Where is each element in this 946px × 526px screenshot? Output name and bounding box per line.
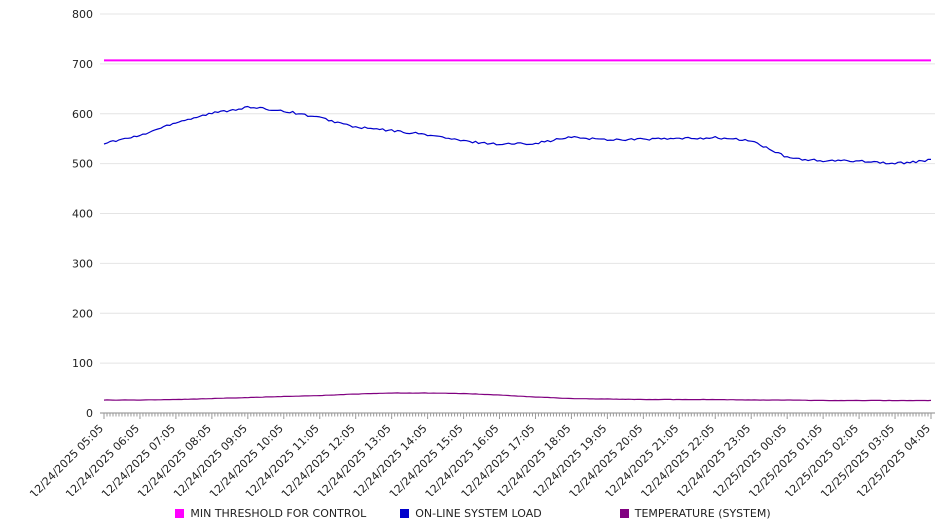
- legend-item-temperature: TEMPERATURE (SYSTEM): [619, 507, 771, 520]
- legend-label-min-threshold: MIN THRESHOLD FOR CONTROL: [190, 507, 367, 520]
- gridlines: [100, 13, 935, 414]
- legend-swatch-min-threshold-icon: [175, 509, 185, 518]
- svg-text:700: 700: [72, 58, 93, 71]
- legend-swatch-system-load-icon: [400, 509, 410, 518]
- svg-text:300: 300: [72, 257, 93, 270]
- svg-text:0: 0: [86, 407, 93, 420]
- svg-text:12/24/2025 05:05: 12/24/2025 05:05: [27, 422, 106, 496]
- x-axis-ticks: [103, 413, 932, 419]
- legend-swatch-temperature-icon: [619, 509, 629, 518]
- svg-text:600: 600: [72, 108, 93, 121]
- legend-label-temperature: TEMPERATURE (SYSTEM): [634, 507, 771, 520]
- svg-text:800: 800: [72, 8, 93, 21]
- svg-text:400: 400: [72, 208, 93, 221]
- legend-label-system-load: ON-LINE SYSTEM LOAD: [415, 507, 542, 520]
- legend-item-system-load: ON-LINE SYSTEM LOAD: [400, 507, 542, 520]
- chart-legend: MIN THRESHOLD FOR CONTROL ON-LINE SYSTEM…: [0, 507, 946, 520]
- svg-text:100: 100: [72, 357, 93, 370]
- series-temperature-system: [103, 392, 932, 402]
- y-axis-labels: 0 100 200 300 400 500 600 700 800: [72, 8, 93, 420]
- chart-canvas: 0 100 200 300 400 500 600 700 800 12/24/2025 05:0…: [27, 8, 935, 496]
- series-on-line-system-load: [103, 105, 931, 165]
- legend-item-min-threshold: MIN THRESHOLD FOR CONTROL: [175, 507, 366, 520]
- svg-text:200: 200: [72, 307, 93, 320]
- svg-text:500: 500: [72, 158, 93, 171]
